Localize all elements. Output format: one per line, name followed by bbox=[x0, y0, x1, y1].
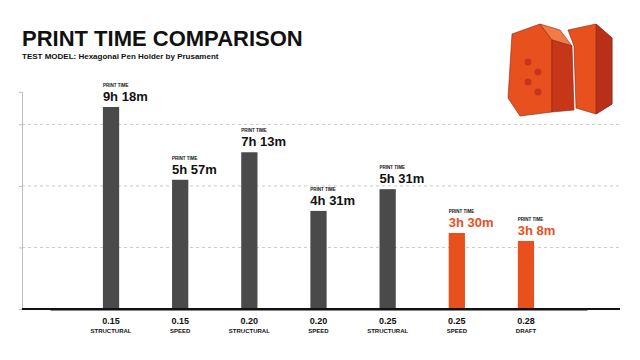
x-tick-label: 0.25 STRUCTURAL bbox=[367, 316, 408, 334]
x-tick-label-line: 0.15 bbox=[102, 316, 120, 326]
x-tick: 0.15 SPEED bbox=[170, 309, 191, 334]
y-axis bbox=[19, 92, 23, 309]
data-label: 7h 13m bbox=[241, 134, 286, 149]
x-tick-label-line: STRUCTURAL bbox=[229, 328, 270, 334]
data-label: 3h 30m bbox=[449, 215, 494, 230]
model-icon bbox=[508, 24, 612, 116]
bar bbox=[310, 211, 326, 309]
x-tick-label: 0.20 SPEED bbox=[308, 316, 329, 334]
bar bbox=[518, 241, 534, 309]
bar bbox=[103, 107, 119, 309]
y-tick-mark bbox=[19, 186, 22, 187]
icon-hole bbox=[535, 69, 542, 76]
x-tick-label: 0.15 STRUCTURAL bbox=[91, 316, 132, 334]
icon-hole bbox=[535, 89, 542, 96]
bar bbox=[241, 152, 257, 309]
background bbox=[0, 0, 640, 360]
y-axis-line bbox=[19, 92, 23, 309]
y-tick bbox=[19, 124, 22, 125]
x-tick-label: 0.20 STRUCTURAL bbox=[229, 316, 270, 334]
y-tick bbox=[19, 247, 22, 248]
annotation: PRINT TIME bbox=[103, 83, 128, 88]
x-tick: 0.15 STRUCTURAL bbox=[91, 309, 132, 334]
x-tick-label-line: 0.20 bbox=[241, 316, 259, 326]
y-tick-mark bbox=[19, 247, 22, 248]
grid-line bbox=[22, 309, 620, 310]
x-tick-label-line: 0.20 bbox=[310, 316, 328, 326]
y-tick-mark bbox=[19, 124, 22, 125]
data-label: 5h 31m bbox=[380, 171, 425, 186]
x-tick-label-line: SPEED bbox=[170, 328, 191, 334]
icon-face bbox=[552, 40, 574, 112]
icon-face bbox=[596, 24, 612, 114]
y-tick bbox=[19, 186, 22, 187]
icon-face bbox=[568, 24, 612, 114]
x-tick-label-line: SPEED bbox=[447, 328, 468, 334]
data-label: 4h 31m bbox=[310, 193, 355, 208]
bar bbox=[449, 233, 465, 309]
x-tick-label-line: 0.25 bbox=[448, 316, 466, 326]
annotation: PRINT TIME bbox=[172, 156, 198, 161]
data-label: 3h 8m bbox=[518, 223, 556, 238]
x-tick-label-line: STRUCTURAL bbox=[91, 328, 132, 334]
icon-hole bbox=[525, 79, 532, 86]
x-tick-label-line: STRUCTURAL bbox=[367, 328, 408, 334]
annotation: PRINT TIME bbox=[518, 217, 544, 222]
icon-face bbox=[508, 24, 552, 116]
x-tick: 0.25 SPEED bbox=[447, 309, 468, 334]
annotation: PRINT TIME bbox=[241, 128, 267, 133]
icon-hole bbox=[525, 59, 532, 66]
data-labels: PRINT TIME9h 18mPRINT TIME5h 57mPRINT TI… bbox=[103, 83, 556, 238]
y-tick bbox=[19, 309, 22, 310]
bars bbox=[103, 107, 534, 309]
bar bbox=[172, 180, 188, 309]
data-label: 9h 18m bbox=[103, 89, 148, 104]
x-tick: 0.20 STRUCTURAL bbox=[229, 309, 270, 334]
x-tick-label-line: 0.25 bbox=[379, 316, 397, 326]
x-tick: 0.28 DRAFT bbox=[516, 309, 537, 334]
x-tick-label: 0.25 SPEED bbox=[447, 316, 468, 334]
x-tick-label-line: DRAFT bbox=[516, 328, 537, 334]
baseline bbox=[22, 308, 620, 310]
title: PRINT TIME COMPARISON bbox=[22, 26, 303, 51]
x-tick: 0.20 SPEED bbox=[308, 309, 329, 334]
bar bbox=[380, 189, 396, 309]
x-tick: 0.25 STRUCTURAL bbox=[367, 309, 408, 334]
annotation: PRINT TIME bbox=[310, 187, 336, 192]
data-label: 5h 57m bbox=[172, 162, 217, 177]
x-tick-label: 0.15 SPEED bbox=[170, 316, 191, 334]
y-tick-mark bbox=[19, 309, 22, 310]
annotation: PRINT TIME bbox=[449, 209, 475, 214]
x-tick-label: 0.28 DRAFT bbox=[516, 316, 537, 334]
x-tick-label-line: 0.28 bbox=[517, 316, 535, 326]
x-tick-label-line: SPEED bbox=[308, 328, 329, 334]
subtitle: TEST MODEL: Hexagonal Pen Holder by Prus… bbox=[22, 52, 219, 61]
x-tick-label-line: 0.15 bbox=[171, 316, 189, 326]
annotation: PRINT TIME bbox=[380, 165, 406, 170]
chart: PRINT TIME COMPARISONTEST MODEL: Hexagon… bbox=[0, 0, 640, 360]
x-axis: 0.15STRUCTURAL0.15SPEED0.20STRUCTURAL0.2… bbox=[51, 309, 588, 334]
